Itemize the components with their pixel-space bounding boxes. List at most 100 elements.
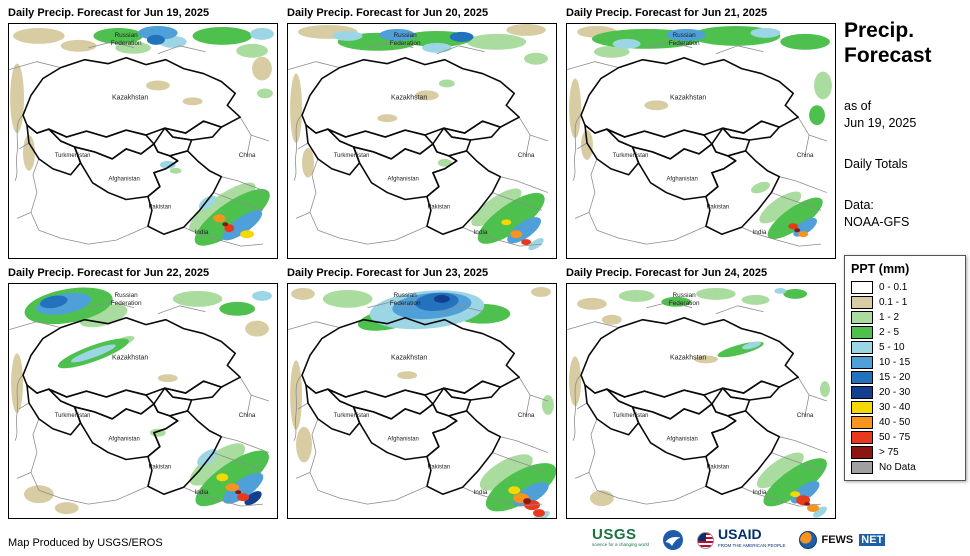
- neighbor-borders: [9, 41, 270, 247]
- as-of-line1: as of: [844, 99, 872, 113]
- map-label-russia-line2: Federation: [669, 300, 700, 307]
- precip-blobs: [11, 287, 272, 515]
- map-label-china: China: [239, 412, 256, 419]
- map-label-china: China: [518, 152, 535, 159]
- map-label-pakistan: Pakistan: [427, 204, 450, 210]
- map-label-india: India: [195, 489, 209, 496]
- forecast-map: Russian Federation Kazakhstan Turkmenist…: [566, 23, 836, 259]
- map-label-afghanistan: Afghanistan: [108, 437, 139, 443]
- legend-label: 30 - 40: [879, 402, 911, 413]
- map-label-russia-line2: Federation: [111, 40, 142, 47]
- usaid-logo: USAID FROM THE AMERICAN PEOPLE: [697, 527, 786, 552]
- map-label-russia-line1: Russian: [673, 32, 697, 39]
- data-source-line1: Data:: [844, 198, 874, 212]
- neighbor-borders: [567, 301, 828, 507]
- legend-label: 1 - 2: [879, 312, 900, 323]
- forecast-map: Russian Federation Kazakhstan Turkmenist…: [8, 23, 278, 259]
- daily-totals-text: Daily Totals: [844, 157, 908, 171]
- forecast-panel: Daily Precip. Forecast for Jun 23, 2025 …: [287, 266, 557, 519]
- region-borders: [22, 56, 241, 235]
- map-label-pakistan: Pakistan: [427, 464, 450, 470]
- data-source-text: Data: NOAA-GFS: [844, 197, 970, 231]
- legend-swatch: [851, 341, 873, 354]
- legend-swatch: [851, 416, 873, 429]
- sidebar-title: Precip. Forecast: [844, 18, 970, 68]
- legend-entry: > 75: [851, 445, 959, 460]
- fews-globe-icon: [799, 531, 818, 549]
- forecast-map: Russian Federation Kazakhstan Turkmenist…: [8, 283, 278, 519]
- legend-entry: 10 - 15: [851, 355, 959, 370]
- region-borders: [580, 56, 799, 235]
- legend-entry: 40 - 50: [851, 415, 959, 430]
- panel-title: Daily Precip. Forecast for Jun 24, 2025: [566, 267, 768, 279]
- map-label-india: India: [753, 229, 767, 236]
- legend-label: > 75: [879, 447, 899, 458]
- usgs-logo-tagline: science for a changing world: [592, 542, 650, 547]
- panel-title: Daily Precip. Forecast for Jun 21, 2025: [566, 7, 768, 19]
- legend-label: 0.1 - 1: [879, 297, 908, 308]
- panel-title: Daily Precip. Forecast for Jun 22, 2025: [8, 267, 210, 279]
- forecast-panel: Daily Precip. Forecast for Jun 22, 2025 …: [8, 266, 278, 519]
- forecast-map: Russian Federation Kazakhstan Turkmenist…: [287, 283, 557, 519]
- map-label-pakistan: Pakistan: [148, 464, 171, 470]
- sidebar-title-line2: Forecast: [844, 44, 932, 67]
- legend-entry: No Data: [851, 460, 959, 475]
- map-label-pakistan: Pakistan: [706, 464, 729, 470]
- map-label-afghanistan: Afghanistan: [387, 177, 418, 183]
- map-label-kazakhstan: Kazakhstan: [670, 354, 706, 361]
- map-label-china: China: [797, 152, 814, 159]
- map-label-afghanistan: Afghanistan: [387, 437, 418, 443]
- legend-entries: 0 - 0.1 0.1 - 1 1 - 2 2 - 5 5 - 10 10 - …: [851, 280, 959, 475]
- map-label-india: India: [195, 229, 209, 236]
- precip-blobs: [10, 25, 274, 246]
- map-label-russia-line2: Federation: [111, 300, 142, 307]
- map-label-india: India: [753, 489, 767, 496]
- map-label-china: China: [797, 412, 814, 419]
- legend-entry: 2 - 5: [851, 325, 959, 340]
- legend-swatch: [851, 446, 873, 459]
- sidebar: Precip. Forecast as of Jun 19, 2025 Dail…: [844, 6, 970, 519]
- map-label-russia-line2: Federation: [390, 40, 421, 47]
- map-label-turkmenistan: Turkmenistan: [334, 413, 370, 419]
- legend-swatch: [851, 311, 873, 324]
- panel-title: Daily Precip. Forecast for Jun 20, 2025: [287, 7, 489, 19]
- map-label-china: China: [239, 152, 256, 159]
- legend-entry: 30 - 40: [851, 400, 959, 415]
- neighbor-borders: [288, 41, 549, 247]
- neighbor-borders: [9, 301, 270, 507]
- usaid-logo-tagline: FROM THE AMERICAN PEOPLE: [718, 543, 786, 548]
- panel-title: Daily Precip. Forecast for Jun 19, 2025: [8, 7, 210, 19]
- forecast-panel: Daily Precip. Forecast for Jun 20, 2025 …: [287, 6, 557, 259]
- map-label-russia-line1: Russian: [673, 292, 697, 299]
- legend-label: 2 - 5: [879, 327, 900, 338]
- legend-label: 40 - 50: [879, 417, 911, 428]
- precip-blobs: [569, 287, 830, 518]
- precip-blobs: [290, 286, 556, 518]
- map-label-russia-line2: Federation: [669, 40, 700, 47]
- neighbor-borders: [288, 301, 549, 507]
- maps-grid: Daily Precip. Forecast for Jun 19, 2025 …: [8, 6, 836, 519]
- map-label-russia-line1: Russian: [394, 292, 418, 299]
- legend-swatch: [851, 281, 873, 294]
- legend-entry: 50 - 75: [851, 430, 959, 445]
- region-borders: [22, 316, 241, 495]
- map-label-turkmenistan: Turkmenistan: [55, 153, 91, 159]
- legend-label: 10 - 15: [879, 357, 911, 368]
- as-of-text: as of Jun 19, 2025: [844, 98, 970, 132]
- legend-entry: 0.1 - 1: [851, 295, 959, 310]
- map-label-turkmenistan: Turkmenistan: [334, 153, 370, 159]
- legend-swatch: [851, 371, 873, 384]
- legend-swatch: [851, 431, 873, 444]
- legend-label: 0 - 0.1: [879, 282, 908, 293]
- map-label-afghanistan: Afghanistan: [666, 437, 697, 443]
- logo-row: USGS science for a changing world USAID …: [592, 527, 886, 553]
- legend-swatch: [851, 461, 873, 474]
- region-borders: [301, 56, 520, 235]
- legend-entry: 1 - 2: [851, 310, 959, 325]
- fewsnet-logo-net-text: NET: [859, 534, 886, 546]
- map-credit: Map Produced by USGS/EROS: [8, 537, 163, 549]
- usgs-logo: USGS science for a changing world: [592, 527, 650, 550]
- legend-title: PPT (mm): [851, 262, 910, 276]
- map-label-india: India: [474, 489, 488, 496]
- map-label-kazakhstan: Kazakhstan: [391, 94, 427, 101]
